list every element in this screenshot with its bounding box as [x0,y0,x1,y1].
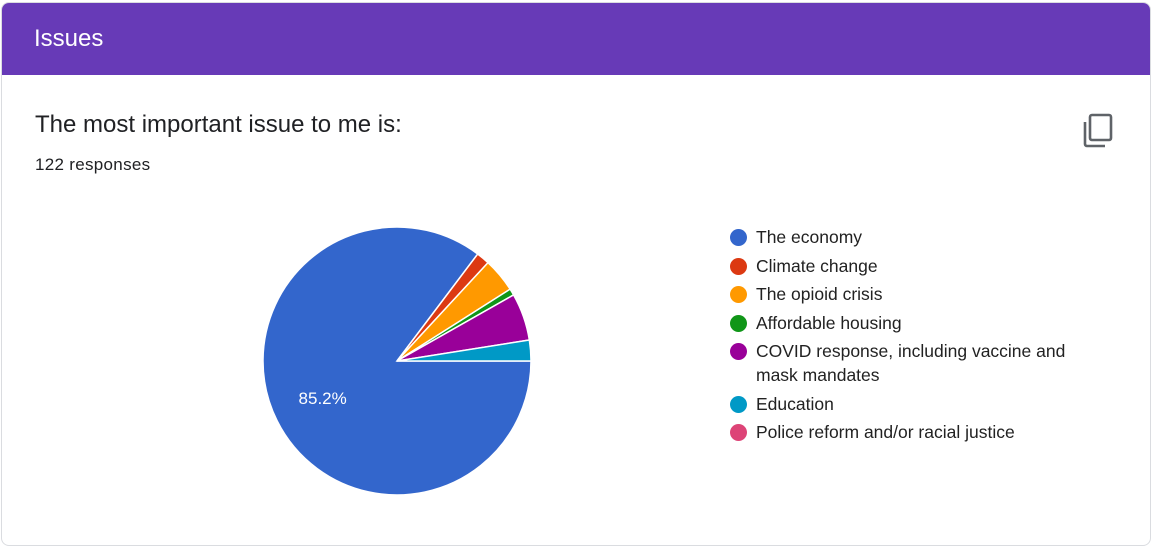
legend-label: Climate change [756,255,878,276]
legend-label: The economy [756,227,863,247]
legend-swatch [730,286,747,303]
question-title: The most important issue to me is: [35,111,402,138]
copy-icon [1083,113,1113,148]
legend-swatch [730,314,747,332]
legend-item[interactable]: The economy [730,225,1110,249]
pie-slice[interactable] [396,339,532,362]
legend-item[interactable]: The opioid crisis [730,282,1110,306]
section-title: Issues [34,25,104,52]
legend-swatch [730,343,747,360]
legend-label: Affordable housing [756,312,902,333]
response-count: 122 responses [35,155,151,174]
legend-item[interactable]: Climate change [730,254,1110,278]
legend-swatch [730,395,747,413]
legend-label: Education [756,393,834,414]
legend-swatch [730,229,747,246]
slice-data-label: 85.2% [299,389,347,408]
legend-swatch [730,424,747,441]
legend-item[interactable]: COVID response, including vaccine and ma… [730,339,1110,387]
legend-label: COVID response, including vaccine and ma… [756,341,1066,385]
legend-item[interactable]: Police reform and/or racial justice [730,420,1110,444]
legend-swatch [730,257,747,275]
legend-label: Police reform and/or racial justice [756,422,1015,442]
legend-item[interactable]: Affordable housing [730,311,1110,335]
legend-label: The opioid crisis [756,284,883,304]
pie-chart: 85.2% [262,226,532,496]
copy-chart-button[interactable] [1076,109,1118,151]
legend-item[interactable]: Education [730,392,1110,416]
section-header: Issues [2,3,1150,75]
chart-legend: The economy Climate change The opioid cris… [730,225,1110,449]
